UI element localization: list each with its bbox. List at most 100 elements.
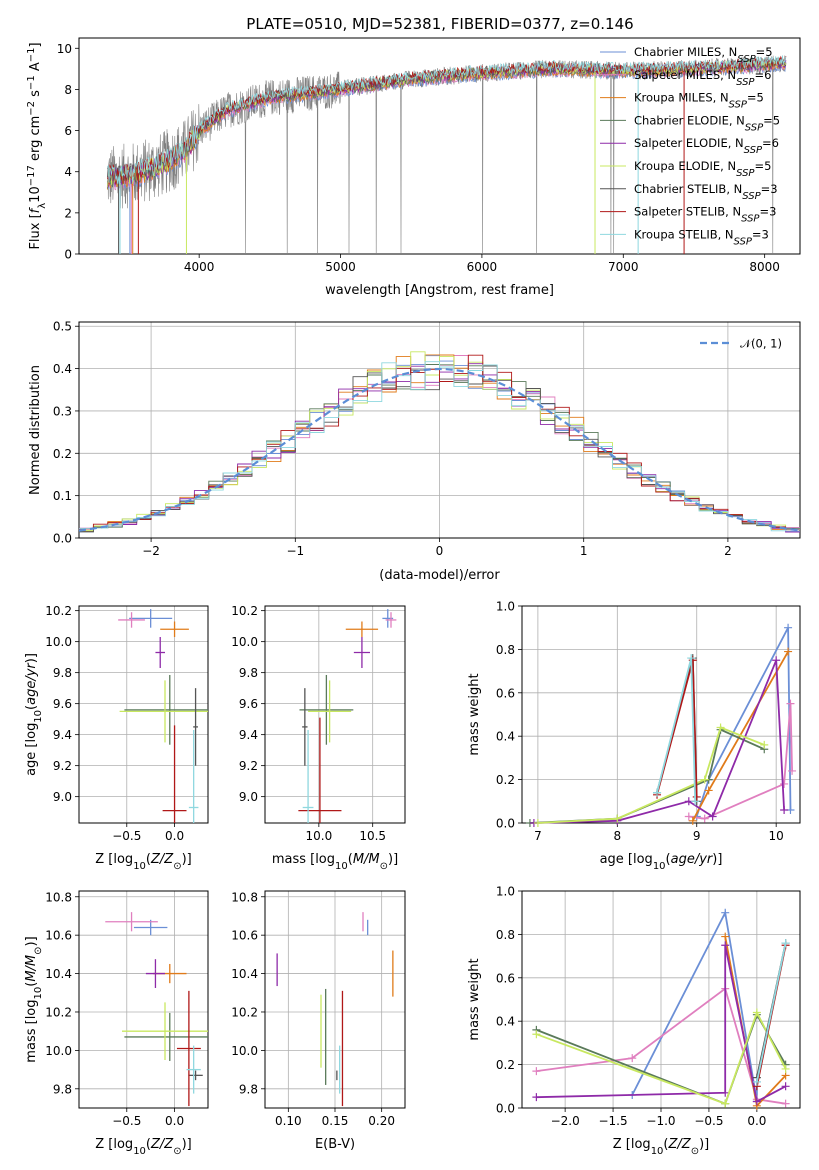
mass_vs_EBV-points (276, 912, 394, 1107)
y-tick-label: 9.0 (239, 790, 258, 804)
weight-series-line (688, 703, 793, 820)
y-tick-label: 8 (64, 83, 72, 97)
y-tick-label: 0.5 (53, 320, 72, 334)
axes-spectrum: 4000 5000 6000 7000 8000 0 2 4 6 8 10 wavelength [A… (26, 37, 801, 298)
y-tick-label: 6 (64, 124, 72, 138)
y-tick-label: 9.8 (53, 666, 72, 680)
weight-point-marker (721, 932, 730, 941)
y-axis-label: mass weight (467, 673, 482, 755)
y-axis-label: age [log10(age/yr)] (24, 653, 44, 776)
y-tick-label: 10.8 (231, 890, 258, 904)
weight-point-marker (781, 1099, 790, 1108)
axes-age_vs_mass: 10.0 10.5 9.0 9.2 9.4 9.6 9.8 10.0 10.2 mass [log… (231, 604, 406, 872)
x-tick-label: −0.5 (112, 1114, 141, 1128)
weight-point-marker (613, 814, 622, 823)
y-tick-label: 10.6 (45, 929, 72, 943)
y-tick-label: 9.8 (239, 1082, 258, 1096)
x-tick-label: −1.0 (646, 1114, 675, 1128)
weight-point-marker (721, 1099, 730, 1108)
axes-frame (521, 605, 801, 824)
weight-point-marker (532, 1030, 541, 1039)
axes-frame (78, 605, 209, 824)
x-tick-label: 0.0 (165, 829, 184, 843)
y-tick-label: 9.8 (239, 666, 258, 680)
x-tick-label: −1 (286, 544, 304, 558)
weight-point-marker (687, 654, 696, 663)
weight-point-marker (752, 1097, 761, 1106)
weight-point-marker (784, 623, 793, 632)
weight-point-marker (772, 656, 781, 665)
y-axis-label: mass [log10(M/M⊙)] (24, 936, 44, 1062)
y-tick-label: 10.8 (45, 890, 72, 904)
x-tick-label: 6000 (467, 260, 498, 274)
normal-curve (78, 367, 801, 532)
figure-title: PLATE=0510, MJD=52381, FIBERID=0377, z=0… (246, 15, 633, 33)
spectrum-plot (106, 55, 787, 254)
weight-point-marker (533, 819, 542, 827)
weight-series-line (631, 909, 758, 1102)
weight-point-marker (684, 812, 693, 821)
x-tick-label: 9 (693, 829, 701, 843)
y-tick-label: 0.4 (53, 362, 72, 376)
weight-point-marker (704, 786, 713, 795)
x-axis-label: wavelength [Angstrom, rest frame] (325, 283, 554, 298)
histogram-step (79, 361, 800, 532)
x-axis-label: age [log10(age/yr)] (600, 852, 723, 872)
y-tick-label: 10.0 (231, 635, 258, 649)
legend-entry: Chabrier STELIB, NSSP=3 (634, 182, 778, 202)
weight-series-line (533, 659, 785, 824)
weight-point-marker (688, 816, 697, 825)
y-tick-label: 9.4 (239, 728, 258, 742)
y-tick-label: 0.2 (496, 1058, 515, 1072)
weight-point-marker (721, 1088, 730, 1097)
weight-point-marker (692, 792, 701, 801)
y-tick-label: 10.6 (231, 929, 258, 943)
axes-age_vs_Z: −0.5 0.0 9.0 9.2 9.4 9.6 9.8 10.0 10.2 Z [log10(Z… (24, 604, 209, 872)
y-tick-label: 10.2 (45, 604, 72, 618)
y-tick-label: 2 (64, 206, 72, 220)
y-tick-label: 0.4 (496, 730, 515, 744)
y-tick-label: 9.0 (53, 790, 72, 804)
x-tick-label: 2 (724, 544, 732, 558)
y-tick-label: 0.8 (496, 928, 515, 942)
y-tick-label: 10.0 (45, 1044, 72, 1058)
axes-weight_vs_age: 7 8 9 10 0.0 0.2 0.4 0.6 0.8 1.0 age [log10(age/yr… (467, 600, 801, 872)
weight-series-line (656, 660, 698, 798)
legend-entry: 𝒩(0, 1) (740, 337, 782, 351)
y-tick-label: 9.8 (53, 1082, 72, 1096)
spectrum-legend: Chabrier MILES, NSSP=5 Salpeter MILES, NS… (600, 45, 780, 247)
legend-entry: Chabrier ELODIE, NSSP=5 (634, 113, 780, 132)
y-tick-label: 9.2 (53, 759, 72, 773)
x-axis-label: (data-model)/error (379, 568, 500, 583)
y-tick-label: 0.8 (496, 643, 515, 657)
weight-point-marker (784, 647, 793, 656)
y-tick-label: 10.2 (45, 1005, 72, 1019)
weight-point-marker (760, 740, 769, 749)
legend-entry: Chabrier MILES, NSSP=5 (634, 45, 773, 65)
weight-point-marker (691, 797, 700, 806)
x-tick-label: 1 (580, 544, 588, 558)
age_vs_mass-points (298, 609, 397, 823)
weight-point-marker (700, 814, 709, 823)
x-tick-label: −2.0 (551, 1114, 580, 1128)
weight-point-marker (700, 775, 709, 784)
x-tick-label: 10 (769, 829, 784, 843)
x-tick-label: 0.20 (368, 1114, 395, 1128)
legend-entry: Salpeter ELODIE, NSSP=6 (634, 136, 779, 156)
y-tick-label: 0.2 (53, 447, 72, 461)
legend-entry: Salpeter MILES, NSSP=6 (634, 68, 771, 88)
weight-point-marker (752, 1077, 761, 1086)
weight_vs_age-lines (525, 623, 797, 827)
y-tick-label: 10.0 (231, 1044, 258, 1058)
x-axis-label: mass [log10(M/M⊙)] (272, 852, 398, 872)
legend-entry: Kroupa MILES, NSSP=5 (634, 91, 764, 111)
y-tick-label: 10.0 (45, 635, 72, 649)
residual-legend: 𝒩(0, 1) (700, 337, 782, 351)
x-axis-label: Z [log10(Z/Z⊙)] (613, 1137, 710, 1157)
x-tick-label: 0.0 (165, 1114, 184, 1128)
y-tick-label: 0.1 (53, 489, 72, 503)
model-spectrum-line (107, 55, 787, 184)
axes-weight_vs_Z: −2.0 −1.5 −1.0 −0.5 0.0 0.0 0.2 0.4 0.6 0.8 1.0 Z [… (467, 885, 801, 1157)
weight-point-marker (721, 908, 730, 917)
